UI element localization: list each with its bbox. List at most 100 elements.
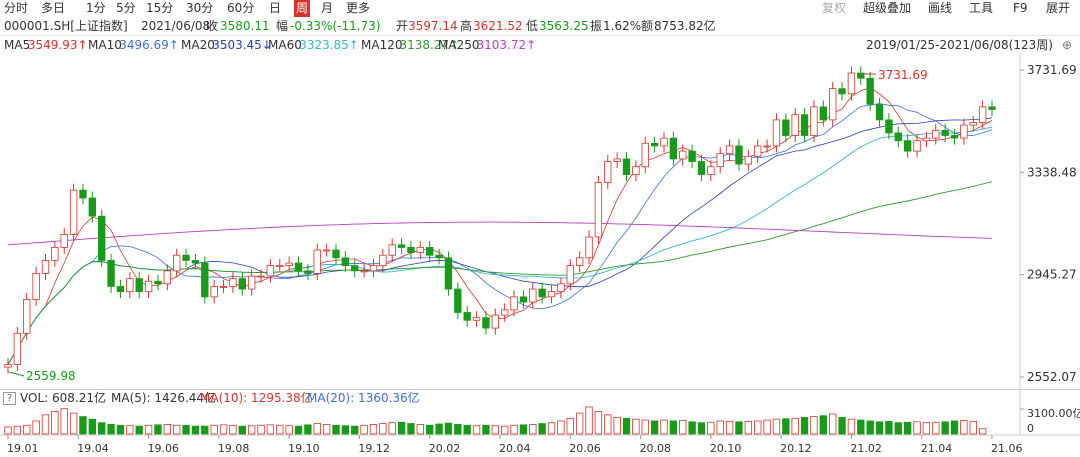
volume-bar-32 — [304, 424, 312, 435]
candle-body-69 — [650, 142, 659, 147]
open-label: 开 — [396, 19, 409, 33]
candle-body-103 — [969, 122, 977, 126]
candle-body-15 — [144, 280, 153, 293]
volume-bar-77 — [725, 420, 734, 435]
date-label-5: 19.12 — [358, 442, 390, 455]
help-icon[interactable]: ? — [3, 392, 16, 405]
candle-body-52 — [491, 314, 499, 329]
toolbar-menu-5[interactable]: 展开 — [1046, 1, 1071, 15]
period-tab-10[interactable]: 更多 — [346, 1, 371, 15]
period-tab-3[interactable]: 5分 — [116, 1, 136, 15]
open-value: 3597.14 — [408, 19, 458, 33]
candle-body-86 — [810, 106, 818, 136]
volume-bar-44 — [416, 424, 425, 435]
candle-body-48 — [454, 288, 462, 313]
candle-body-31 — [294, 262, 303, 272]
period-tab-0[interactable]: 分时 — [4, 1, 29, 15]
volume-bar-41 — [388, 422, 396, 435]
period-tab-6[interactable]: 60分 — [227, 1, 255, 15]
ma-line-1 — [7, 103, 993, 365]
low-price-annotation: 2559.98 — [26, 369, 76, 383]
volume-bar-82 — [772, 418, 781, 435]
candle-body-54 — [510, 296, 518, 311]
candle-body-81 — [763, 145, 771, 148]
volume-bar-67 — [632, 418, 640, 435]
period-tab-5[interactable]: 30分 — [186, 1, 214, 15]
candle-body-40 — [379, 254, 387, 267]
date-range: 2019/01/25-2021/06/08(123周) — [866, 38, 1053, 52]
toolbar-menu-2[interactable]: 画线 — [928, 1, 953, 15]
volume-bar-81 — [763, 419, 771, 435]
candle-body-102 — [960, 124, 968, 139]
candle-body-46 — [435, 254, 443, 259]
candle-body-13 — [126, 278, 134, 293]
candle-body-53 — [501, 309, 509, 316]
candle-body-4 — [41, 260, 50, 274]
volume-bar-85 — [800, 417, 809, 435]
vol-value: VOL: 608.21亿 — [20, 391, 106, 405]
index-code: 000001.SH[上证指数] — [4, 19, 128, 33]
volume-bar-42 — [397, 421, 406, 435]
ma-label-0: MA5 — [4, 38, 31, 52]
vol-tick-label-1: 0 — [1027, 422, 1034, 435]
volume-bar-0 — [4, 426, 12, 435]
vol-tick-label-0: 3100.00亿 — [1027, 407, 1080, 420]
period-tab-8[interactable]: 周 — [294, 0, 311, 17]
high-label: 高 — [460, 19, 473, 33]
volume-bar-11 — [107, 424, 115, 435]
period-tab-9[interactable]: 月 — [321, 1, 334, 15]
candle-body-61 — [575, 257, 584, 267]
volume-bar-7 — [69, 412, 78, 435]
volume-bar-3 — [32, 420, 40, 435]
candle-body-10 — [98, 215, 106, 261]
low-label: 低 — [526, 19, 539, 33]
volume-bar-59 — [557, 420, 565, 435]
date-label-3: 19.08 — [218, 442, 250, 455]
volume-bar-21 — [201, 425, 209, 435]
volume-bar-65 — [613, 417, 621, 435]
volume-bar-94 — [885, 420, 893, 435]
candle-body-1 — [13, 332, 22, 365]
volume-bar-29 — [276, 424, 284, 435]
volume-bar-98 — [922, 422, 931, 435]
toolbar-menu-1[interactable]: 超级叠加 — [863, 1, 912, 15]
toolbar-menu-0[interactable]: 复权 — [822, 1, 847, 15]
candle-body-66 — [622, 158, 631, 175]
volume-bar-86 — [810, 416, 818, 435]
volume-bar-70 — [660, 419, 668, 435]
toolbar-menu-4[interactable]: F9 — [1013, 1, 1028, 15]
candle-body-12 — [116, 286, 125, 293]
range-settings-icon[interactable]: ⊕ — [1062, 38, 1073, 52]
candle-body-96 — [903, 140, 912, 152]
candle-body-23 — [219, 286, 228, 288]
candle-body-60 — [566, 265, 574, 285]
candle-body-101 — [950, 135, 959, 139]
candle-body-98 — [922, 137, 931, 142]
candle-body-73 — [688, 150, 696, 162]
ma-label-3: MA60 — [268, 38, 302, 52]
period-tab-2[interactable]: 1分 — [86, 1, 106, 15]
volume-bar-22 — [210, 424, 218, 435]
period-tab-1[interactable]: 多日 — [41, 1, 66, 15]
volume-bar-103 — [969, 420, 977, 435]
toolbar-menu-3[interactable]: 工具 — [969, 1, 994, 15]
candle-body-90 — [847, 72, 856, 95]
period-toolbar: 分时 多日 1分 5分 15分 30分 60分日周月更多 复权 超级叠加 画线 工具 F9 展开 — [0, 0, 1080, 17]
volume-bar-48 — [454, 424, 462, 435]
period-tab-7[interactable]: 日 — [269, 1, 282, 15]
candle-body-29 — [276, 265, 284, 268]
volume-bar-68 — [641, 419, 649, 435]
volume-bar-37 — [351, 425, 359, 435]
volume-bar-2 — [23, 424, 31, 435]
candle-body-58 — [547, 291, 556, 298]
volume-bar-5 — [51, 410, 59, 435]
volume-bar-34 — [322, 424, 331, 435]
date-label-8: 20.06 — [569, 442, 601, 455]
ma-value-2: 3503.45↓ — [212, 38, 272, 52]
volume-bar-84 — [791, 417, 799, 435]
candle-body-6 — [60, 233, 68, 248]
period-tab-4[interactable]: 15分 — [146, 1, 174, 15]
volume-bar-50 — [472, 425, 481, 435]
volume-bar-25 — [238, 425, 246, 435]
